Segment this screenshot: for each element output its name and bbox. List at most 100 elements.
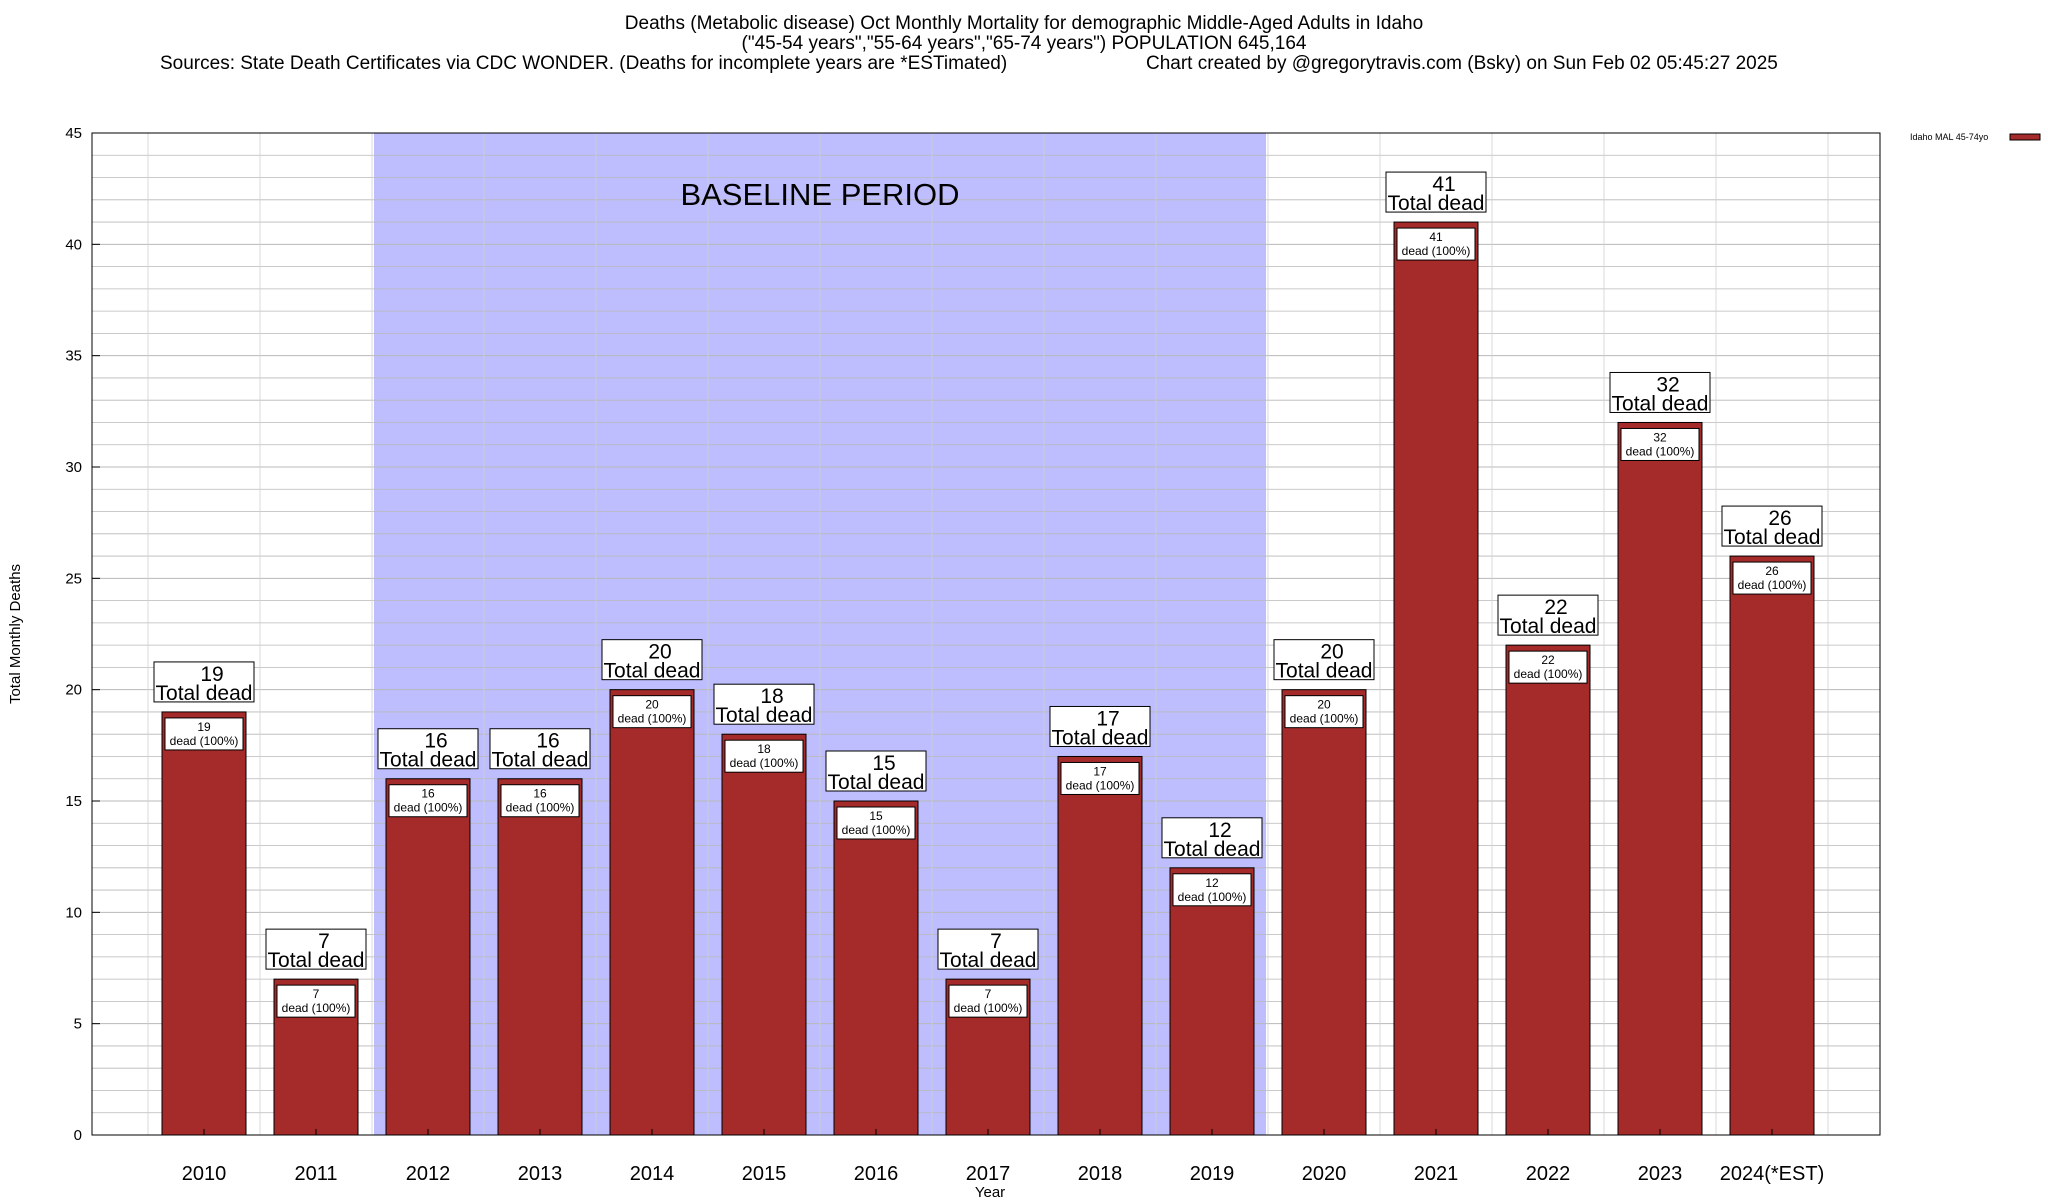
y-tick-label: 20 (65, 682, 82, 699)
bar-total-label-box (1721, 505, 1823, 547)
bar-total-label-box (601, 639, 703, 681)
bar-inner-label: dead (100%) (1738, 578, 1807, 592)
bar-total-label: Total dead (828, 771, 925, 794)
bar-total-value: 16 (536, 730, 559, 753)
bar (385, 778, 471, 1136)
bar-total-label-box (1385, 171, 1487, 213)
bar-inner-label: dead (100%) (1178, 890, 1247, 904)
y-tick-label: 30 (65, 459, 82, 476)
bar-total-label: Total dead (1052, 726, 1149, 749)
y-tick-label: 35 (65, 348, 82, 365)
bar-total-label: Total dead (268, 949, 365, 972)
bar-total-value: 41 (1432, 173, 1455, 196)
bar-inner-label: dead (100%) (1514, 667, 1583, 681)
bar (1729, 555, 1815, 1136)
bar-inner-label-box (500, 784, 580, 818)
bar (1393, 221, 1479, 1136)
bar-inner-label: dead (100%) (618, 712, 687, 726)
bar-inner-label-box (1172, 873, 1252, 907)
bar (1169, 867, 1255, 1136)
bar-total-label: Total dead (1724, 526, 1821, 549)
x-tick-label: 2020 (1302, 1163, 1347, 1185)
bar-total-value: 20 (1320, 641, 1343, 664)
bar-total-label-box (489, 728, 591, 770)
bar-total-label-box (937, 928, 1039, 970)
bar-total-label-box (265, 928, 367, 970)
bar-total-value: 20 (648, 641, 671, 664)
y-tick-label: 5 (74, 1016, 82, 1033)
y-tick-label: 15 (65, 793, 82, 810)
bar-total-label-box (1497, 594, 1599, 636)
bar-inner-value: 17 (1093, 764, 1107, 778)
bar-total-label: Total dead (604, 660, 701, 683)
bar-total-label-box (1609, 371, 1711, 413)
bar-total-label: Total dead (492, 749, 589, 772)
chart-sources: Sources: State Death Certificates via CD… (160, 53, 1008, 74)
y-axis-title: Total Monthly Deaths (7, 564, 24, 704)
bar-inner-value: 22 (1541, 653, 1555, 667)
x-tick-label: 2018 (1078, 1163, 1123, 1185)
x-tick-label: 2013 (518, 1163, 563, 1185)
x-tick-label: 2016 (854, 1163, 899, 1185)
bar-inner-label-box (276, 984, 356, 1018)
legend-label: Idaho MAL 45-74yo (1910, 132, 1988, 142)
bar-inner-label: dead (100%) (730, 756, 799, 770)
x-tick-label: 2010 (182, 1163, 227, 1185)
bar-inner-value: 12 (1205, 876, 1219, 890)
bar (1057, 755, 1143, 1136)
bar-total-value: 12 (1208, 819, 1231, 842)
y-tick-label: 45 (65, 125, 82, 142)
bar-inner-label-box (612, 695, 692, 729)
chart-credit: Chart created by @gregorytravis.com (Bsk… (1146, 53, 1778, 74)
baseline-label: BASELINE PERIOD (680, 177, 959, 212)
bar-total-label-box (825, 750, 927, 792)
bar-inner-label: dead (100%) (1626, 444, 1695, 458)
bar-total-value: 7 (990, 930, 1002, 953)
x-tick-label: 2017 (966, 1163, 1011, 1185)
x-tick-label: 2011 (294, 1163, 337, 1185)
x-tick-label: 2021 (1414, 1163, 1459, 1185)
bar-inner-label-box (1508, 650, 1588, 684)
legend-swatch (2009, 133, 2041, 141)
bar-inner-label: dead (100%) (170, 734, 239, 748)
bar-inner-label-box (948, 984, 1028, 1018)
bar-total-label: Total dead (156, 682, 253, 705)
x-tick-label: 2022 (1526, 1163, 1571, 1185)
bar-total-label: Total dead (1612, 392, 1709, 415)
bar (1281, 689, 1367, 1136)
bar-inner-value: 15 (869, 809, 883, 823)
bar-inner-label: dead (100%) (282, 1001, 351, 1015)
bar-total-label-box (153, 661, 255, 703)
bar-inner-value: 7 (313, 987, 320, 1001)
bar-inner-value: 18 (757, 742, 771, 756)
bar-total-label: Total dead (1164, 838, 1261, 861)
bar-total-value: 19 (200, 663, 223, 686)
bar-total-value: 17 (1096, 707, 1119, 730)
y-tick-label: 40 (65, 236, 82, 253)
x-tick-label: 2015 (742, 1163, 787, 1185)
bar-total-label-box (1273, 639, 1375, 681)
bar-total-value: 15 (872, 752, 895, 775)
bar-inner-value: 7 (985, 987, 992, 1001)
bar (609, 689, 695, 1136)
bar-inner-label-box (388, 784, 468, 818)
bar (161, 711, 247, 1136)
bar-total-label: Total dead (380, 749, 477, 772)
bar-total-label: Total dead (1500, 615, 1597, 638)
x-axis-title: Year (975, 1184, 1005, 1200)
bar-inner-label: dead (100%) (1066, 778, 1135, 792)
bar-total-value: 32 (1656, 373, 1679, 396)
bar-inner-value: 26 (1765, 564, 1779, 578)
bar-inner-label: dead (100%) (394, 801, 463, 815)
bar-inner-label: dead (100%) (506, 801, 575, 815)
x-tick-label: 2019 (1190, 1163, 1235, 1185)
bar-total-label: Total dead (940, 949, 1037, 972)
bar-total-label-box (377, 728, 479, 770)
bar-inner-label-box (1060, 761, 1140, 795)
bar-inner-value: 32 (1653, 430, 1667, 444)
bar-inner-label-box (724, 739, 804, 773)
bar-inner-value: 19 (197, 720, 211, 734)
bar-inner-label-box (1620, 427, 1700, 461)
bar (497, 778, 583, 1136)
